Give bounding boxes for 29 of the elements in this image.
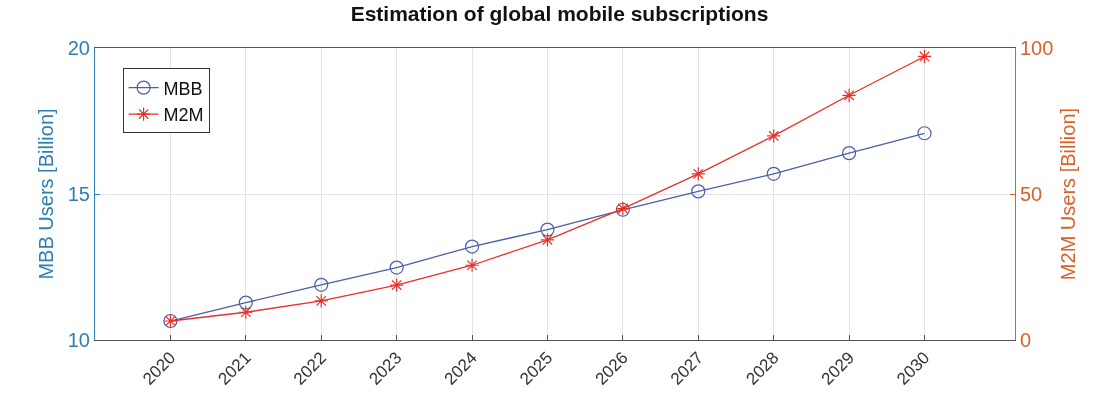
point [691, 166, 706, 182]
point [464, 258, 480, 273]
y2-tick-label: 0 [1020, 329, 1032, 351]
point [540, 222, 555, 237]
point [917, 49, 932, 64]
legend-label: M2M [163, 105, 204, 126]
y-tick-label: 20 [67, 37, 90, 59]
point [766, 128, 781, 144]
chart-title: Estimation of global mobile subscriptions [350, 1, 769, 25]
legend-label: MBB [163, 78, 203, 99]
point [691, 184, 706, 199]
point [766, 166, 781, 181]
point [841, 88, 857, 103]
y2-tick-label: 50 [1020, 183, 1043, 205]
point [389, 277, 404, 293]
point [238, 295, 253, 310]
point [917, 126, 932, 141]
y-axis-title: MBB Users [Billion] [35, 108, 58, 280]
y2-tick-label: 100 [1020, 37, 1054, 59]
point [314, 277, 329, 292]
point [464, 239, 480, 254]
point [389, 260, 404, 275]
point [540, 232, 555, 248]
point [314, 293, 329, 309]
point [842, 146, 857, 161]
y-tick-label: 10 [67, 329, 90, 351]
y-tick-label: 15 [67, 183, 90, 205]
y2-axis-title: M2M Users [Billion] [1056, 107, 1079, 281]
point [238, 305, 254, 320]
